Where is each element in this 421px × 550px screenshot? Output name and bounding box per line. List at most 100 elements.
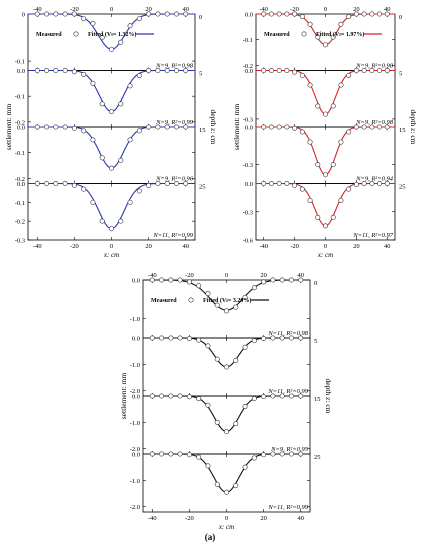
measured-point: [361, 181, 367, 187]
depth-label: 25: [314, 454, 321, 461]
measured-point: [268, 68, 274, 74]
measured-point: [276, 181, 282, 187]
measured-point: [384, 124, 390, 130]
x-tick-label-top: 20: [260, 272, 267, 279]
measured-point: [53, 11, 59, 17]
measured-point: [99, 101, 105, 107]
x-tick-label-top: -20: [70, 6, 79, 13]
measured-point: [330, 162, 336, 168]
depth-label: 5: [314, 338, 317, 345]
fitted-curve: [143, 337, 310, 368]
measured-point: [292, 125, 298, 131]
y-tick-label: -0.3: [243, 116, 253, 123]
y-tick-label: -0.1: [15, 59, 25, 66]
measured-point: [62, 11, 68, 17]
measured-point: [53, 68, 59, 74]
measured-point: [34, 11, 40, 17]
measured-point: [183, 11, 189, 17]
measured-point: [118, 157, 124, 163]
measured-point: [242, 294, 248, 300]
fit-stat-label: N=9, R²=0.98: [355, 63, 394, 70]
measured-point: [233, 421, 239, 427]
depth-label: 5: [199, 71, 202, 78]
fit-stat-label: N=9, R²=0.94: [355, 176, 394, 183]
fitted-curve: [143, 395, 310, 433]
measured-point: [136, 128, 142, 134]
measured-point: [127, 199, 133, 205]
y-tick-label: 0.0: [245, 12, 253, 19]
measured-point: [109, 109, 115, 115]
measured-point: [261, 279, 267, 285]
fit-stat-label: N=9, R²=0.95: [270, 446, 309, 453]
y-tick-label: 0.0: [17, 125, 25, 132]
measured-point: [155, 68, 161, 74]
measured-point: [353, 181, 359, 187]
depth-label: 15: [199, 127, 206, 134]
y-tick-label: -0.3: [15, 238, 25, 245]
y-tick-label: -0.6: [243, 238, 254, 245]
measured-point: [322, 42, 328, 48]
measured-point: [361, 124, 367, 130]
x-tick-label-bottom: 0: [225, 515, 228, 522]
y-tick-label: -0.2: [15, 176, 25, 183]
x-tick-label-bottom: 40: [297, 515, 304, 522]
measured-point: [159, 393, 165, 399]
fit-stat-label: N=11, R²=0.97: [352, 232, 393, 239]
measured-point: [299, 72, 305, 78]
y-tick-label: 0.0: [245, 181, 253, 188]
measured-point: [353, 124, 359, 130]
measured-point: [136, 188, 142, 194]
measured-point: [90, 199, 96, 205]
measured-point: [299, 186, 305, 192]
measured-point: [71, 182, 77, 188]
measured-point: [146, 182, 152, 188]
x-tick-label-top: -40: [148, 272, 157, 279]
measured-point: [34, 181, 40, 187]
x-tick-label-top: 40: [384, 6, 391, 13]
depth-label: 0: [314, 280, 317, 287]
fit-stat-label: N=9, R²=0.98: [155, 63, 194, 70]
measured-point: [71, 125, 77, 131]
y-tick-label: 0.0: [132, 452, 140, 459]
measured-point: [346, 72, 352, 78]
measured-point: [330, 34, 336, 40]
measured-point: [233, 304, 239, 310]
measured-point: [173, 181, 179, 187]
legend-measured-label: Measured: [36, 32, 62, 38]
measured-point: [214, 302, 220, 308]
depth-label: 15: [399, 127, 406, 134]
measured-point: [261, 394, 267, 400]
measured-point: [261, 181, 267, 187]
y-tick-label: -2.0: [130, 388, 140, 395]
measured-point: [307, 82, 313, 88]
measured-point: [127, 23, 133, 29]
measured-point: [242, 404, 248, 410]
measured-point: [276, 11, 282, 17]
measured-point: [34, 68, 40, 74]
measured-point: [338, 139, 344, 145]
measured-point: [298, 451, 304, 457]
measured-point: [205, 402, 211, 408]
measured-point: [338, 21, 344, 27]
y-axis-title-right: depth z: cm: [324, 379, 333, 414]
y-tick-label: -1.0: [130, 362, 140, 369]
measured-point: [44, 181, 50, 187]
measured-point: [62, 181, 68, 187]
measured-point: [353, 68, 359, 74]
fitted-curve: [256, 182, 395, 227]
measured-point: [279, 277, 285, 283]
measured-point: [127, 137, 133, 143]
measured-point: [186, 394, 192, 400]
measured-point: [99, 35, 105, 41]
measured-point: [292, 182, 298, 188]
measured-point: [168, 451, 174, 457]
fitted-curve: [28, 182, 195, 230]
measured-point: [270, 335, 276, 341]
measured-point: [268, 181, 274, 187]
x-tick-label-top: -40: [33, 6, 42, 13]
measured-point: [164, 11, 170, 17]
measured-point: [261, 68, 267, 74]
y-tick-label: -2.0: [130, 446, 140, 453]
x-tick-label-top: -20: [290, 6, 299, 13]
measured-point: [62, 124, 68, 130]
